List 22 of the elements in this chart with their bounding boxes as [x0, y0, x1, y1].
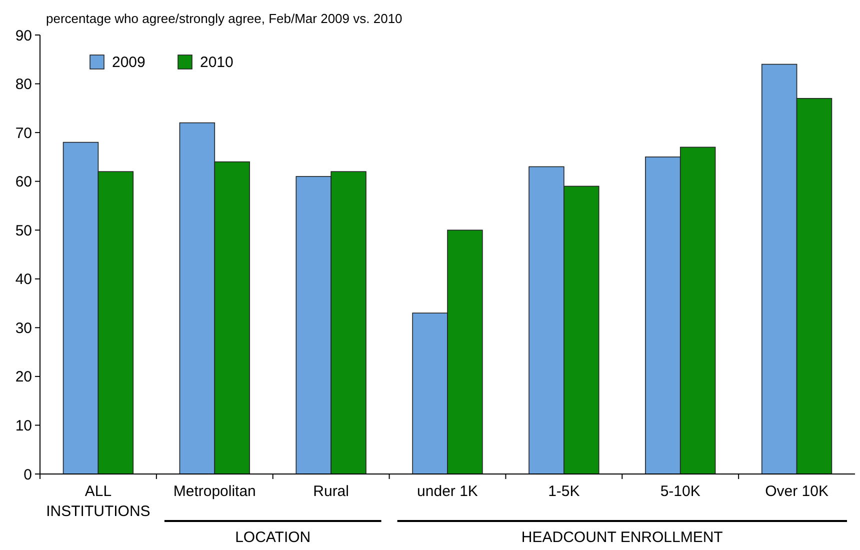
text: HEADCOUNT ENROLLMENT [521, 529, 723, 546]
y-tick-label: 70 [15, 124, 32, 142]
y-tick-label: 80 [15, 76, 32, 94]
text: LOCATION [235, 529, 311, 546]
x-tick-label: Metropolitan [173, 483, 256, 500]
chart-title: percentage who agree/strongly agree, Feb/Mar 2009 vs. 2010 [46, 11, 402, 26]
y-tick-label: 50 [15, 222, 32, 240]
legend-label: 2009 [112, 54, 146, 71]
y-tick-label: 10 [15, 417, 32, 434]
y-tick-label: 40 [15, 271, 32, 288]
y-tick-label: 60 [15, 174, 32, 191]
x-tick-label: 1-5K [548, 483, 580, 500]
x-tick-label: ALL INSTITUTIONS [46, 483, 150, 520]
y-tick-label: 90 [15, 27, 32, 44]
y-tick-label: 30 [15, 320, 32, 337]
y-tick-label: 0 [24, 466, 32, 484]
y-tick-label: 20 [15, 368, 32, 386]
legend-label: 2010 [200, 54, 234, 71]
x-tick-label: under 1K [417, 483, 478, 500]
x-tick-label: 5-10K [660, 483, 700, 500]
x-tick-label: Rural [313, 483, 349, 500]
x-tick-label: Over 10K [765, 483, 828, 500]
